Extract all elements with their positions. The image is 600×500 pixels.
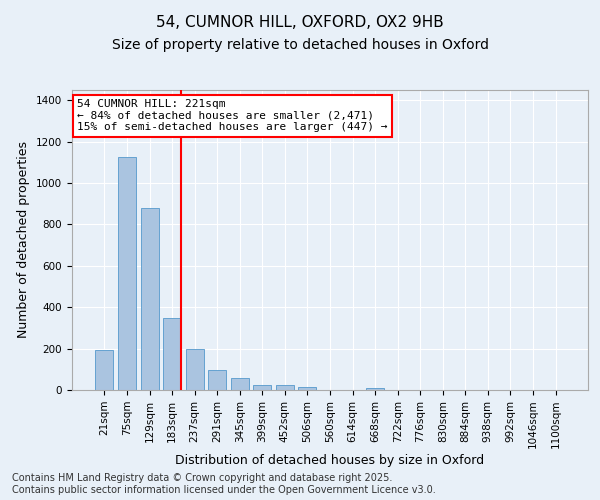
- Bar: [253, 385, 271, 390]
- Bar: [95, 350, 113, 390]
- Y-axis label: Number of detached properties: Number of detached properties: [17, 142, 31, 338]
- Bar: [208, 370, 226, 390]
- Bar: [276, 386, 294, 390]
- Text: 54 CUMNOR HILL: 221sqm
← 84% of detached houses are smaller (2,471)
15% of semi-: 54 CUMNOR HILL: 221sqm ← 84% of detached…: [77, 99, 388, 132]
- Text: Size of property relative to detached houses in Oxford: Size of property relative to detached ho…: [112, 38, 488, 52]
- Bar: [163, 318, 181, 390]
- Bar: [366, 388, 384, 390]
- Bar: [185, 349, 204, 390]
- Bar: [231, 378, 249, 390]
- X-axis label: Distribution of detached houses by size in Oxford: Distribution of detached houses by size …: [175, 454, 485, 467]
- Bar: [140, 208, 158, 390]
- Text: 54, CUMNOR HILL, OXFORD, OX2 9HB: 54, CUMNOR HILL, OXFORD, OX2 9HB: [156, 15, 444, 30]
- Bar: [118, 157, 136, 390]
- Text: Contains HM Land Registry data © Crown copyright and database right 2025.
Contai: Contains HM Land Registry data © Crown c…: [12, 474, 436, 495]
- Bar: [298, 386, 316, 390]
